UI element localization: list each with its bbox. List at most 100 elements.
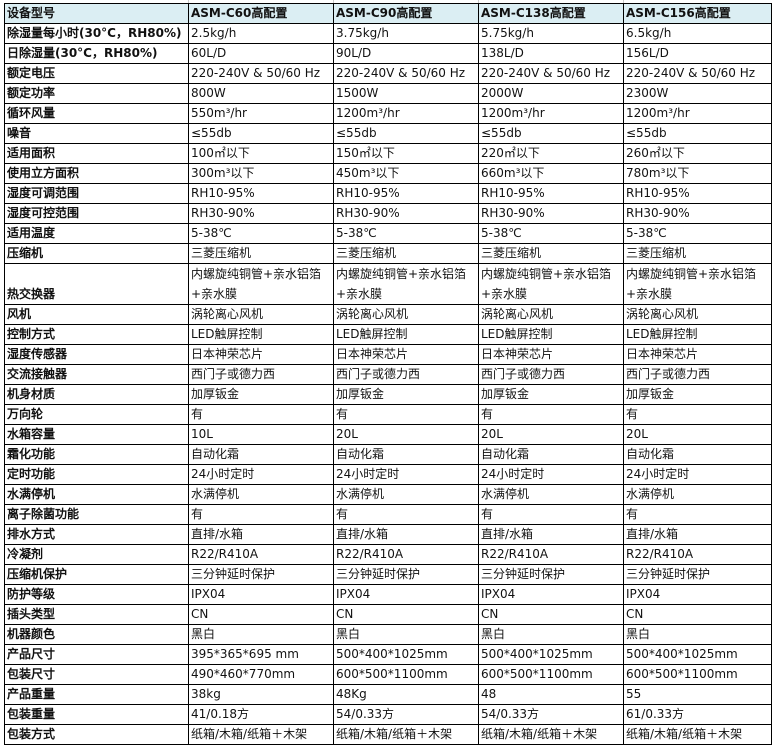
table-row: 万向轮有有有有 <box>4 404 772 425</box>
spec-value-cell: 450m³以下 <box>333 163 479 184</box>
spec-value-cell: 800W <box>188 83 334 104</box>
spec-label-cell: 湿度可控范围 <box>4 203 189 224</box>
table-row: 控制方式 LED触屏控制 LED触屏控制 LED触屏控制 LED触屏控制 <box>4 324 772 345</box>
spec-value-cell: LED触屏控制 <box>333 324 479 345</box>
table-row: 产品重量 38kg 48Kg 48 55 <box>4 684 772 705</box>
spec-value-cell: 220-240V & 50/60 Hz <box>478 63 624 84</box>
spec-table: 设备型号 ASM-C60高配置 ASM-C90高配置 ASM-C138高配置 ASM-C… <box>4 3 772 745</box>
spec-value-cell: 6.5kg/h <box>623 23 772 44</box>
spec-label-cell: 湿度可调范围 <box>4 183 189 204</box>
spec-value-cell: 260㎡以下 <box>623 143 772 164</box>
spec-value-cell: 500*400*1025mm <box>478 644 624 665</box>
spec-value-cell: 黑白 <box>333 624 479 645</box>
spec-label-cell: 排水方式 <box>4 524 189 545</box>
spec-value-cell: RH10-95% <box>333 183 479 204</box>
table-row: 包装重量 41/0.18方 54/0.33方 54/0.33方 61/0.33方 <box>4 704 772 725</box>
table-row: 水满停机 水满停机 水满停机 水满停机 水满停机 <box>4 484 772 505</box>
spec-value-cell: 48 <box>478 684 624 705</box>
table-row: 霜化功能 自动化霜 自动化霜 自动化霜 自动化霜 <box>4 444 772 465</box>
table-row: 插头类型 CN CN CN CN <box>4 604 772 625</box>
spec-value-cell: 41/0.18方 <box>188 704 334 725</box>
spec-value-cell: 有 <box>333 404 479 425</box>
table-row: 额定功率 800W 1500W 2000W 2300W <box>4 83 772 104</box>
spec-value-cell: 220-240V & 50/60 Hz <box>188 63 334 84</box>
spec-value-cell: 涡轮离心风机 <box>333 304 479 325</box>
spec-label-cell: 压缩机保护 <box>4 564 189 585</box>
spec-value-cell: 2000W <box>478 83 624 104</box>
spec-value-cell: 纸箱/木箱/纸箱＋木架 <box>333 724 479 745</box>
spec-value-cell: 有 <box>333 504 479 525</box>
table-row: 水箱容量 10L 20L 20L 20L <box>4 424 772 445</box>
spec-label-cell: 水箱容量 <box>4 424 189 445</box>
spec-value-cell: 纸箱/木箱/纸箱＋木架 <box>623 724 772 745</box>
spec-label-cell: 水满停机 <box>4 484 189 505</box>
spec-value-cell: 100㎡以下 <box>188 143 334 164</box>
spec-value-cell: 三菱压缩机 <box>188 243 334 264</box>
spec-value-cell: 24小时定时 <box>478 464 624 485</box>
table-row: 冷凝剂 R22/R410A R22/R410A R22/R410A R22/R410A <box>4 544 772 565</box>
spec-label-cell: 定时功能 <box>4 464 189 485</box>
spec-value-cell: 日本神荣芯片 <box>333 344 479 365</box>
spec-value-cell: 有 <box>623 404 772 425</box>
spec-value-cell: R22/R410A <box>623 544 772 565</box>
spec-value-cell: CN <box>623 604 772 625</box>
spec-value-cell: R22/R410A <box>333 544 479 565</box>
spec-label-cell: 产品重量 <box>4 684 189 705</box>
spec-value-cell: 24小时定时 <box>188 464 334 485</box>
spec-value-cell: 61/0.33方 <box>623 704 772 725</box>
spec-value-cell: 1500W <box>333 83 479 104</box>
spec-value-cell: 黑白 <box>623 624 772 645</box>
spec-value-cell: 涡轮离心风机 <box>478 304 624 325</box>
spec-value-cell: 西门子或德力西 <box>188 364 334 385</box>
table-row: 压缩机保护 三分钟延时保护 三分钟延时保护 三分钟延时保护 三分钟延时保护 <box>4 564 772 585</box>
spec-value-cell: 3.75kg/h <box>333 23 479 44</box>
table-row: 定时功能 24小时定时 24小时定时 24小时定时 24小时定时 <box>4 464 772 485</box>
spec-label-cell: 适用温度 <box>4 223 189 244</box>
spec-value-cell: 24小时定时 <box>623 464 772 485</box>
model-header-cell: ASM-C60高配置 <box>188 3 334 24</box>
table-row: 使用立方面积 300m³以下 450m³以下 660m³以下 780m³以下 <box>4 163 772 184</box>
table-row: 离子除菌功能有有有有 <box>4 504 772 525</box>
spec-value-cell: 780m³以下 <box>623 163 772 184</box>
spec-value-cell: 加厚钣金 <box>623 384 772 405</box>
spec-label-cell: 冷凝剂 <box>4 544 189 565</box>
spec-value-cell: 2300W <box>623 83 772 104</box>
spec-value-cell: 加厚钣金 <box>478 384 624 405</box>
spec-value-cell: 395*365*695 mm <box>188 644 334 665</box>
spec-value-cell: 48Kg <box>333 684 479 705</box>
spec-value-cell: 1200m³/hr <box>478 103 624 124</box>
table-row: 交流接触器 西门子或德力西 西门子或德力西 西门子或德力西 西门子或德力西 <box>4 364 772 385</box>
sheet-gridline <box>188 0 189 3</box>
spec-label-cell: 交流接触器 <box>4 364 189 385</box>
spec-value-cell: RH10-95% <box>623 183 772 204</box>
spec-value-cell: IPX04 <box>478 584 624 605</box>
spec-value-cell: 自动化霜 <box>333 444 479 465</box>
spec-value-cell: 10L <box>188 424 334 445</box>
spec-value-cell: 水满停机 <box>478 484 624 505</box>
spec-label-cell: 包装方式 <box>4 724 189 745</box>
spec-value-cell: 三菱压缩机 <box>623 243 772 264</box>
spec-value-cell: 直排/水箱 <box>333 524 479 545</box>
spec-label-cell: 日除湿量(30°C，RH80%) <box>4 43 189 64</box>
spec-value-cell: 日本神荣芯片 <box>188 344 334 365</box>
spec-value-cell: RH30-90% <box>478 203 624 224</box>
spec-value-cell: 自动化霜 <box>478 444 624 465</box>
table-header-row: 设备型号 ASM-C60高配置 ASM-C90高配置 ASM-C138高配置 ASM-C… <box>4 3 772 24</box>
spec-value-cell: 三分钟延时保护 <box>478 564 624 585</box>
spec-label-cell: 热交换器 <box>4 263 189 305</box>
spec-label-cell: 产品尺寸 <box>4 644 189 665</box>
spec-value-cell: 500*400*1025mm <box>623 644 772 665</box>
spec-label-cell: 除湿量每小时(30°C，RH80%) <box>4 23 189 44</box>
spec-value-cell: RH30-90% <box>188 203 334 224</box>
model-header-cell: ASM-C138高配置 <box>478 3 624 24</box>
spec-label-cell: 适用面积 <box>4 143 189 164</box>
spec-label-cell: 使用立方面积 <box>4 163 189 184</box>
model-header-cell: ASM-C156高配置 <box>623 3 772 24</box>
spec-value-cell: 日本神荣芯片 <box>623 344 772 365</box>
spec-value-cell: 600*500*1100mm <box>623 664 772 685</box>
table-row: 排水方式 直排/水箱 直排/水箱 直排/水箱 直排/水箱 <box>4 524 772 545</box>
spec-value-cell: LED触屏控制 <box>478 324 624 345</box>
table-row: 额定电压 220-240V & 50/60 Hz 220-240V & 50/60 … <box>4 63 772 84</box>
spec-value-cell: RH30-90% <box>333 203 479 224</box>
spec-value-cell: 1200m³/hr <box>333 103 479 124</box>
